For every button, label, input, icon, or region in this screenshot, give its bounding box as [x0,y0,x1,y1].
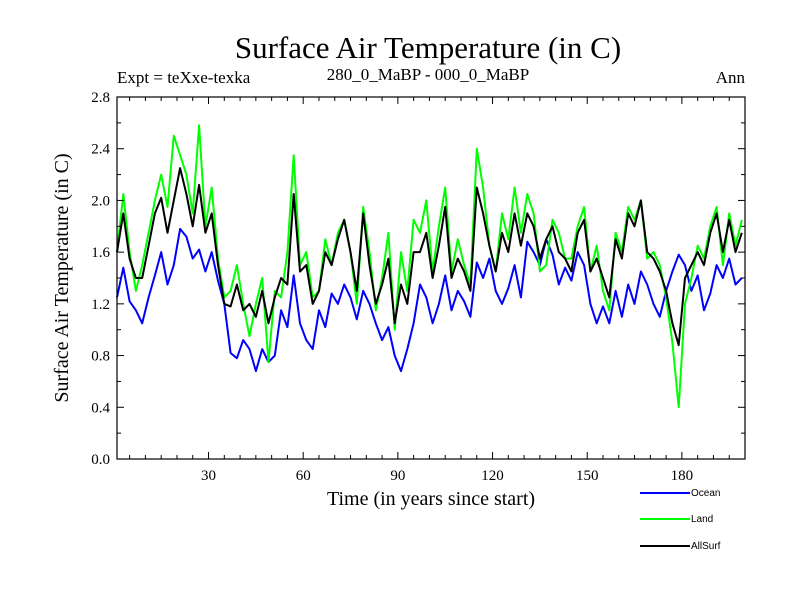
chart-title: Surface Air Temperature (in C) [235,30,621,65]
series-line-ocean [116,227,743,373]
legend: Ocean Land AllSurf [640,488,721,552]
y-tick-label: 1.6 [91,245,110,261]
x-axis-label: Time (in years since start) [327,488,535,510]
series-line-allsurf [116,167,743,347]
y-tick-label: 2.4 [91,142,110,158]
period-label: 280_0_MaBP - 000_0_MaBP [327,65,529,84]
series-line-land [116,124,743,409]
y-tick-label: 1.2 [91,297,110,313]
experiment-label: Expt = teXxe-texka [117,68,251,87]
x-tick-label: 30 [201,468,216,484]
axis-layer: 0.0 0.4 0.8 1.2 1.6 2.0 2.4 2.8 30 60 90 120 150 180 [91,90,745,484]
y-tick-label: 0.4 [91,400,110,416]
x-tick-label: 90 [390,468,405,484]
x-tick-label: 180 [671,468,694,484]
plot-frame [116,96,746,460]
y-tick-label: 0.0 [91,452,110,468]
x-tick-label: 60 [296,468,311,484]
x-tick-label: 150 [576,468,599,484]
legend-allsurf-label: AllSurf [691,541,721,552]
legend-ocean-label: Ocean [691,488,720,499]
x-tick-label: 120 [481,468,504,484]
y-axis-label: Surface Air Temperature (in C) [51,153,73,402]
series-layer [116,124,743,409]
y-tick-label: 2.0 [91,193,110,209]
season-label: Ann [716,68,746,87]
y-tick-label: 0.8 [91,349,110,365]
legend-land-label: Land [691,514,713,525]
y-tick-label: 2.8 [91,90,110,106]
